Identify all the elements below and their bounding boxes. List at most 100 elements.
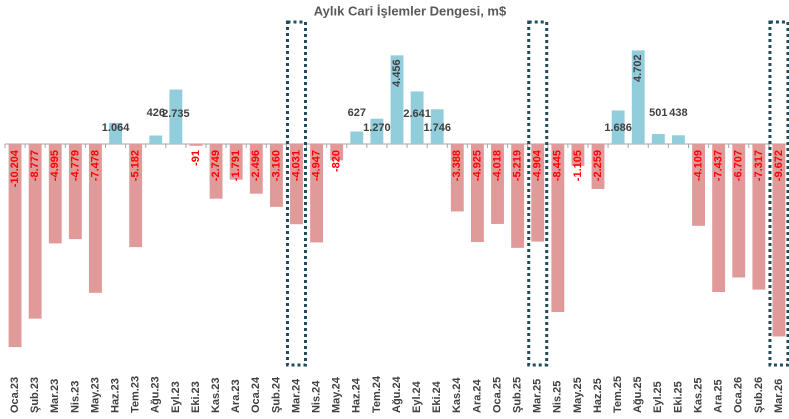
bar	[430, 109, 444, 144]
x-tick-label: Kas.25	[692, 378, 704, 413]
x-tick-label: Haz.24	[351, 377, 363, 413]
bar	[149, 135, 163, 144]
value-label: -3.160	[270, 150, 282, 181]
x-tick-label: Ara.25	[713, 379, 725, 413]
x-tick-label: Eyl.25	[652, 381, 664, 413]
x-tick-label: Mar.26	[773, 379, 785, 413]
highlight-box	[527, 20, 549, 367]
bar	[68, 144, 82, 240]
x-tick-label: Mar.24	[290, 378, 302, 413]
bar	[712, 144, 726, 292]
bar	[672, 135, 685, 144]
x-tick-label: Ara.23	[230, 379, 242, 413]
x-tick-label: Nis.23	[69, 381, 81, 413]
x-tick-label: Tem.25	[612, 376, 624, 413]
value-label: -2.259	[592, 150, 604, 181]
bar	[752, 144, 766, 290]
value-label: -5.182	[130, 150, 142, 181]
value-label: 1.270	[363, 122, 391, 134]
value-label: -9.672	[773, 150, 785, 181]
value-label: -4.018	[491, 150, 503, 181]
bar	[631, 50, 645, 144]
x-tick-label: Şub.23	[29, 377, 41, 413]
value-label: -7.478	[89, 150, 101, 181]
x-tick-label: Nis.24	[310, 380, 322, 413]
x-tick-label: Ağu.23	[150, 376, 162, 413]
x-tick-label: Ağu.25	[632, 376, 644, 413]
value-label: 426	[147, 107, 165, 119]
x-tick-label: Eki.23	[190, 381, 202, 413]
x-tick-label: Eki.24	[431, 380, 443, 413]
x-tick-label: Tem.24	[371, 375, 383, 413]
value-label: -1.791	[230, 150, 242, 181]
value-label: 4.702	[632, 54, 644, 82]
bar	[28, 144, 42, 319]
bar	[169, 89, 183, 144]
x-tick-label: Nis.25	[552, 381, 564, 413]
bar	[310, 144, 324, 243]
x-tick-label: Şub.24	[270, 376, 282, 413]
value-label: -4.779	[69, 150, 81, 181]
value-label: -7.437	[713, 150, 725, 181]
value-label: -2.496	[250, 150, 262, 181]
value-label: -1.105	[572, 150, 584, 181]
bar	[109, 122, 122, 144]
x-tick-label: May.25	[572, 377, 584, 413]
value-label: 1.746	[423, 122, 451, 134]
bar	[531, 144, 545, 242]
bar	[491, 144, 504, 224]
value-label: 438	[669, 107, 687, 119]
bar	[229, 144, 243, 180]
x-tick-label: Haz.23	[109, 378, 121, 413]
value-label: -10.204	[9, 149, 21, 187]
value-label: -6.707	[733, 150, 745, 181]
x-tick-label: Ağu.24	[391, 375, 403, 413]
bar	[390, 55, 404, 144]
bar	[269, 144, 283, 207]
bar	[129, 144, 143, 248]
bar	[692, 144, 705, 226]
value-label: -7.317	[753, 150, 765, 181]
x-tick-label: May.24	[331, 376, 343, 413]
x-tick-label: May.23	[89, 377, 101, 413]
value-label: -4.031	[290, 150, 302, 181]
bar	[350, 131, 364, 144]
x-tick-label: Oca.24	[250, 376, 262, 413]
x-tick-label: Haz.25	[592, 378, 604, 413]
x-tick-label: Kas.23	[210, 378, 222, 413]
value-label: -5.219	[512, 150, 524, 181]
value-label: 2.735	[162, 108, 190, 120]
value-label: -4.904	[532, 149, 544, 181]
value-label: -4.995	[49, 150, 61, 181]
bar	[611, 110, 625, 144]
value-label: -8.777	[29, 150, 41, 181]
bar	[551, 144, 565, 313]
bar	[571, 144, 585, 166]
value-label: 4.456	[391, 59, 403, 87]
x-tick-label: Oca.23	[9, 377, 21, 413]
x-tick-label: Kas.24	[451, 377, 463, 413]
x-tick-label: Eki.25	[672, 381, 684, 413]
bar	[511, 144, 525, 248]
value-label: -820	[331, 150, 343, 172]
bar	[330, 144, 344, 161]
x-tick-label: Şub.25	[512, 377, 524, 413]
bar	[470, 144, 484, 243]
bar	[249, 144, 263, 194]
bar	[209, 144, 223, 199]
value-label: 1.064	[102, 122, 130, 134]
bar	[370, 118, 384, 144]
x-tick-label: Şub.26	[753, 377, 765, 413]
bar	[290, 144, 303, 225]
chart-title: Aylık Cari İşlemler Dengesi, m$	[314, 3, 507, 18]
x-tick-label: Oca.25	[491, 377, 503, 413]
value-label: -4.925	[471, 150, 483, 181]
value-label: -8.445	[552, 150, 564, 181]
value-label: 1.686	[604, 122, 632, 134]
highlight-box	[285, 20, 307, 367]
value-label: -3.388	[451, 150, 463, 181]
bar	[410, 91, 424, 144]
x-tick-label: Eyl.24	[411, 380, 423, 413]
bar	[8, 144, 22, 348]
